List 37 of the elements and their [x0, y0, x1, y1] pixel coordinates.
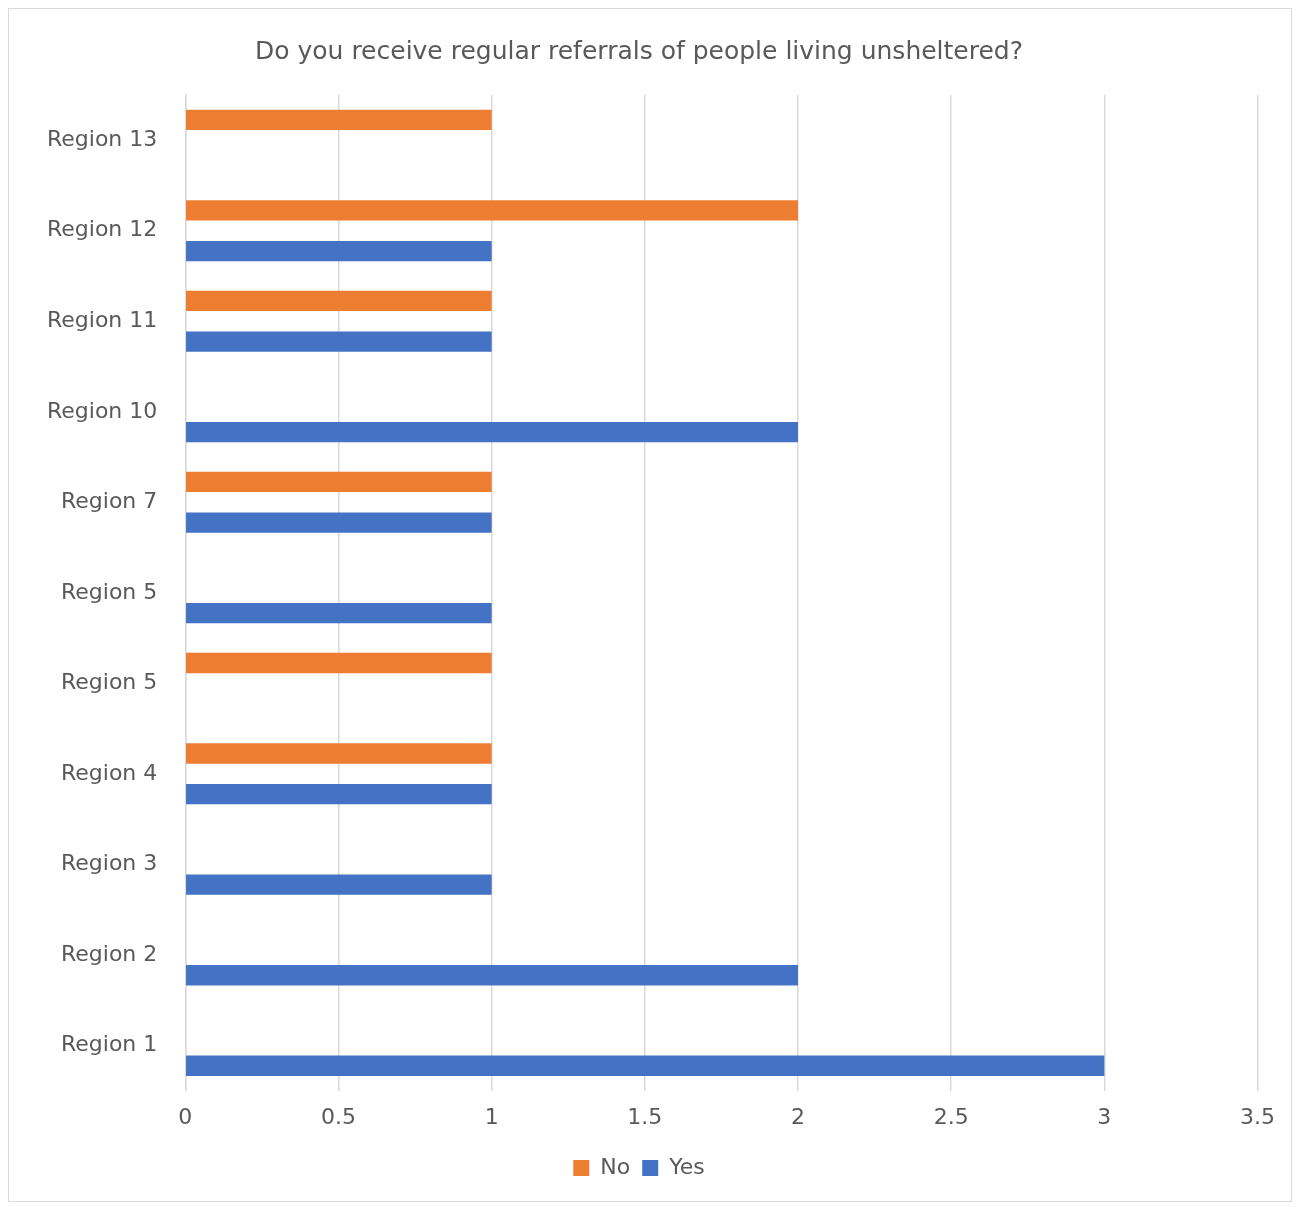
- chart-title: Do you receive regular referrals of people living unsheltered?: [255, 35, 1023, 65]
- x-tick-label: 2.5: [933, 1103, 969, 1129]
- bar: [186, 512, 492, 533]
- bar: [186, 421, 798, 443]
- x-tick-label: 2: [790, 1103, 805, 1129]
- bar: [186, 743, 492, 764]
- y-tick-label: Region 2: [60, 940, 158, 966]
- bar: [186, 240, 492, 262]
- x-tick-label: 1.5: [627, 1103, 663, 1129]
- y-tick-label: Region 5: [60, 669, 158, 695]
- y-tick-label: Region 12: [46, 216, 158, 242]
- y-tick-label: Region 7: [60, 488, 158, 514]
- bar: [186, 1055, 1105, 1076]
- bar: [186, 874, 492, 895]
- legend-label: No: [600, 1153, 631, 1179]
- bar: [186, 200, 798, 221]
- bar: [186, 652, 492, 674]
- x-tick-label: 3: [1097, 1103, 1112, 1129]
- bar: [186, 784, 492, 805]
- x-tick-label: 0.5: [320, 1103, 356, 1129]
- y-tick-label: Region 3: [60, 850, 158, 876]
- x-tick-label: 1: [484, 1103, 499, 1129]
- bar: [186, 109, 492, 131]
- y-tick-label: Region 11: [46, 306, 158, 332]
- bar: [186, 471, 492, 493]
- x-tick-label: 0: [178, 1103, 193, 1129]
- legend-label: Yes: [668, 1153, 705, 1179]
- y-tick-label: Region 13: [46, 125, 158, 151]
- bar: [186, 965, 798, 986]
- bar: [186, 602, 492, 624]
- x-tick-label: 3.5: [1240, 1103, 1276, 1129]
- y-tick-label: Region 4: [60, 759, 158, 785]
- y-tick-label: Region 5: [60, 578, 158, 604]
- y-tick-label: Region 10: [46, 397, 158, 423]
- bar: [186, 290, 492, 312]
- bar: [186, 331, 492, 352]
- y-tick-label: Region 1: [60, 1031, 158, 1057]
